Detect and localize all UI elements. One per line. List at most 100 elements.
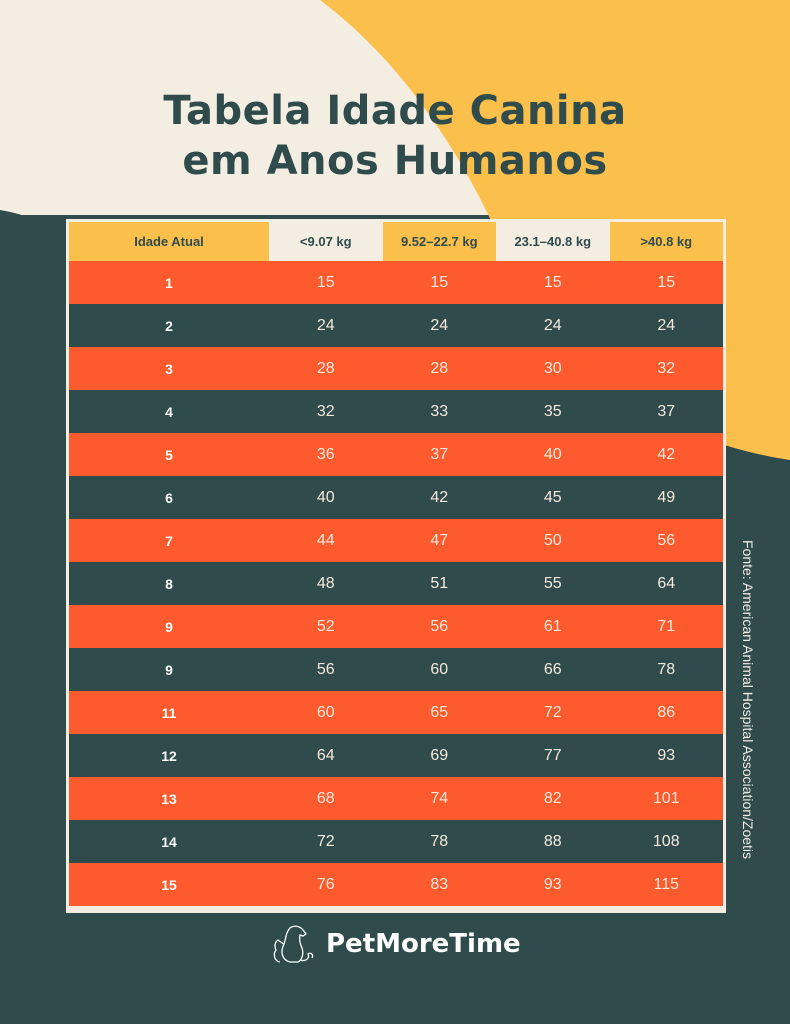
- table-cell: 71: [609, 605, 723, 648]
- table-cell: 82: [496, 777, 610, 820]
- dog-age-table: Idade Atual <9.07 kg 9.52–22.7 kg 23.1–40.8…: [66, 219, 726, 913]
- table-cell: 28: [382, 347, 496, 390]
- table-cell: 36: [269, 433, 383, 476]
- table-cell: 56: [382, 605, 496, 648]
- table-cell: 108: [609, 820, 723, 863]
- table-cell: 93: [496, 863, 610, 906]
- table-cell: 30: [496, 347, 610, 390]
- table-row: 15 76 83 93 115: [69, 863, 723, 906]
- table-row: 9 56 60 66 78: [69, 648, 723, 691]
- logo-text: PetMoreTime: [326, 929, 521, 959]
- table-cell: 66: [496, 648, 610, 691]
- dog-age-cell: 15: [69, 863, 269, 906]
- dog-age-cell: 11: [69, 691, 269, 734]
- dog-age-cell: 8: [69, 562, 269, 605]
- column-header: Idade Atual: [69, 222, 269, 261]
- table-cell: 56: [609, 519, 723, 562]
- dog-age-cell: 9: [69, 648, 269, 691]
- table-cell: 55: [496, 562, 610, 605]
- table-row: 2 24 24 24 24: [69, 304, 723, 347]
- table-row: 4 32 33 35 37: [69, 390, 723, 433]
- table-cell: 60: [382, 648, 496, 691]
- table-cell: 76: [269, 863, 383, 906]
- table-row: 14 72 78 88 108: [69, 820, 723, 863]
- table-row: 5 36 37 40 42: [69, 433, 723, 476]
- table-cell: 74: [382, 777, 496, 820]
- column-header: >40.8 kg: [609, 222, 723, 261]
- dog-age-cell: 3: [69, 347, 269, 390]
- table-cell: 42: [382, 476, 496, 519]
- table-cell: 93: [609, 734, 723, 777]
- table-row: 3 28 28 30 32: [69, 347, 723, 390]
- table-cell: 40: [496, 433, 610, 476]
- column-header: 9.52–22.7 kg: [382, 222, 496, 261]
- logo: PetMoreTime: [270, 924, 521, 964]
- table-cell: 78: [609, 648, 723, 691]
- dog-age-cell: 5: [69, 433, 269, 476]
- dog-age-cell: 6: [69, 476, 269, 519]
- table-cell: 77: [496, 734, 610, 777]
- table-row: 7 44 47 50 56: [69, 519, 723, 562]
- table-cell: 56: [269, 648, 383, 691]
- table-cell: 32: [269, 390, 383, 433]
- page-title: Tabela Idade Canina em Anos Humanos: [163, 88, 627, 184]
- table-cell: 69: [382, 734, 496, 777]
- table-cell: 61: [496, 605, 610, 648]
- table-cell: 15: [269, 261, 383, 304]
- dog-age-cell: 2: [69, 304, 269, 347]
- dog-age-cell: 1: [69, 261, 269, 304]
- table-cell: 64: [609, 562, 723, 605]
- table-row: 13 68 74 82 101: [69, 777, 723, 820]
- table-cell: 52: [269, 605, 383, 648]
- table-row: 11 60 65 72 86: [69, 691, 723, 734]
- table-cell: 28: [269, 347, 383, 390]
- table-cell: 33: [382, 390, 496, 433]
- dog-age-cell: 12: [69, 734, 269, 777]
- table-cell: 48: [269, 562, 383, 605]
- table-cell: 44: [269, 519, 383, 562]
- table-cell: 45: [496, 476, 610, 519]
- table-cell: 115: [609, 863, 723, 906]
- table-row: 12 64 69 77 93: [69, 734, 723, 777]
- table-cell: 24: [269, 304, 383, 347]
- table-cell: 65: [382, 691, 496, 734]
- table-cell: 15: [382, 261, 496, 304]
- table-cell: 83: [382, 863, 496, 906]
- table-cell: 51: [382, 562, 496, 605]
- table-cell: 32: [609, 347, 723, 390]
- table-cell: 15: [496, 261, 610, 304]
- table-cell: 40: [269, 476, 383, 519]
- table-cell: 24: [382, 304, 496, 347]
- source-note: Fonte: American Animal Hospital Associat…: [740, 540, 756, 860]
- table-cell: 60: [269, 691, 383, 734]
- table-row: 8 48 51 55 64: [69, 562, 723, 605]
- table-cell: 37: [382, 433, 496, 476]
- dog-age-cell: 14: [69, 820, 269, 863]
- dog-age-cell: 13: [69, 777, 269, 820]
- column-header: <9.07 kg: [269, 222, 383, 261]
- table-cell: 42: [609, 433, 723, 476]
- dog-age-cell: 4: [69, 390, 269, 433]
- table-cell: 86: [609, 691, 723, 734]
- table-cell: 68: [269, 777, 383, 820]
- table-cell: 47: [382, 519, 496, 562]
- table-cell: 72: [269, 820, 383, 863]
- table-row: 1 15 15 15 15: [69, 261, 723, 304]
- table-cell: 24: [496, 304, 610, 347]
- table-cell: 50: [496, 519, 610, 562]
- dog-age-cell: 9: [69, 605, 269, 648]
- table-row: 9 52 56 61 71: [69, 605, 723, 648]
- dog-age-cell: 7: [69, 519, 269, 562]
- table-cell: 64: [269, 734, 383, 777]
- table-cell: 72: [496, 691, 610, 734]
- table-cell: 15: [609, 261, 723, 304]
- table-cell: 78: [382, 820, 496, 863]
- table-cell: 49: [609, 476, 723, 519]
- table-cell: 37: [609, 390, 723, 433]
- table-cell: 24: [609, 304, 723, 347]
- dog-cat-outline-icon: [273, 925, 314, 963]
- column-header: 23.1–40.8 kg: [496, 222, 610, 261]
- table-cell: 35: [496, 390, 610, 433]
- table-cell: 101: [609, 777, 723, 820]
- table-row: 6 40 42 45 49: [69, 476, 723, 519]
